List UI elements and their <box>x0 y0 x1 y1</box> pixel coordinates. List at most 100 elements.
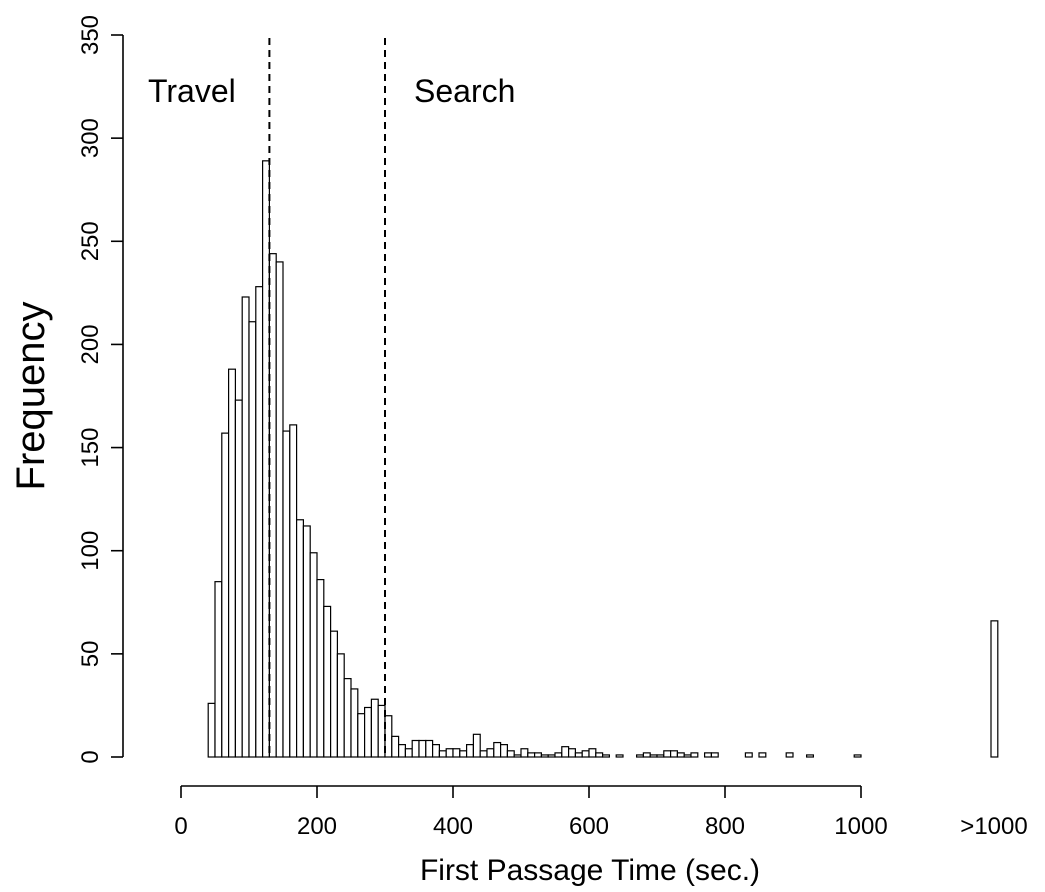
histogram-bar <box>615 754 624 758</box>
y-tick-label: 250 <box>77 221 104 261</box>
histogram-bar <box>221 432 230 758</box>
histogram-bar <box>255 286 264 758</box>
histogram-bar <box>574 752 583 758</box>
histogram-bar <box>207 702 216 758</box>
histogram-bar <box>404 748 413 758</box>
y-tick-label: 150 <box>77 428 104 468</box>
histogram-bar <box>527 752 536 758</box>
histogram-bar <box>438 750 447 758</box>
histogram-bar <box>547 754 556 758</box>
histogram-bar <box>656 754 665 758</box>
histogram-bar <box>452 748 461 758</box>
y-tick-label: 300 <box>77 118 104 158</box>
histogram-bar <box>703 752 712 758</box>
histogram-bar <box>364 706 373 758</box>
histogram-bar <box>323 605 332 758</box>
x-tick-label: 800 <box>705 813 745 840</box>
x-axis-title: First Passage Time (sec.) <box>420 854 760 887</box>
histogram-bar <box>683 754 692 758</box>
histogram-bar <box>336 653 345 758</box>
annotation-travel: Travel <box>148 73 236 109</box>
histogram-bar <box>601 754 610 758</box>
histogram-bar <box>309 552 318 758</box>
histogram-bar <box>805 754 814 758</box>
histogram-bar <box>500 744 509 758</box>
histogram-bar <box>241 296 250 758</box>
histogram-bar <box>635 754 644 758</box>
histogram-bar <box>275 261 284 758</box>
histogram-bar <box>649 754 658 758</box>
histogram-bar <box>268 253 277 758</box>
histogram-bar <box>472 733 481 758</box>
y-tick-label: 200 <box>77 324 104 364</box>
histogram-bar <box>758 752 767 758</box>
histogram-bar <box>506 750 515 758</box>
histogram-bar <box>520 748 529 758</box>
bars-layer <box>207 160 999 758</box>
x-tick-label: 600 <box>569 813 609 840</box>
histogram-bar <box>350 688 359 758</box>
histogram-bar <box>690 752 699 758</box>
histogram-bar <box>663 750 672 758</box>
x-tick-label: 0 <box>174 813 187 840</box>
histogram-bar <box>466 744 475 758</box>
histogram-bar <box>316 578 325 758</box>
x-tick-label: 1000 <box>834 813 887 840</box>
histogram-bar <box>296 519 305 758</box>
histogram-bar <box>540 754 549 758</box>
overflow-bar <box>990 620 999 758</box>
histogram-bar <box>493 741 502 758</box>
histogram-bar <box>418 739 427 758</box>
histogram-bar <box>588 748 597 758</box>
histogram-bar <box>744 752 753 758</box>
histogram-bar <box>384 715 393 758</box>
histogram-bar <box>282 430 291 758</box>
histogram-bar <box>330 630 339 758</box>
histogram-bar <box>710 752 719 758</box>
histogram-bar <box>513 754 522 758</box>
histogram-bar <box>785 752 794 758</box>
histogram-bar <box>425 739 434 758</box>
histogram-bar <box>432 744 441 758</box>
y-axis-title: Frequency <box>9 302 53 491</box>
histogram-bar <box>343 678 352 758</box>
x-tick-label: 200 <box>297 813 337 840</box>
histogram-bar <box>567 748 576 758</box>
histogram-bar <box>289 424 298 758</box>
y-tick-label: 100 <box>77 531 104 571</box>
x-axis: 0 200 400 600 800 1000 >1000 <box>174 785 1028 840</box>
histogram-bar <box>554 752 563 758</box>
histogram-bar <box>262 160 271 758</box>
histogram-bar <box>228 368 237 758</box>
histogram-bar <box>676 752 685 758</box>
y-tick-label: 50 <box>77 641 104 668</box>
histogram-bar <box>234 399 243 758</box>
histogram-bar <box>248 321 257 758</box>
histogram-bar <box>561 746 570 758</box>
histogram-bar <box>398 744 407 758</box>
histogram-bar <box>486 748 495 758</box>
histogram-bar <box>533 752 542 758</box>
histogram-bar <box>357 713 366 758</box>
histogram-bar <box>302 525 311 758</box>
histogram-bar <box>595 752 604 758</box>
histogram-bar <box>479 750 488 758</box>
histogram-bar <box>377 704 386 758</box>
histogram-bar <box>581 750 590 758</box>
annotation-search: Search <box>414 73 515 109</box>
histogram-bar <box>214 581 223 758</box>
x-tick-label: 400 <box>433 813 473 840</box>
histogram-bar <box>391 735 400 758</box>
y-tick-label: 350 <box>77 15 104 55</box>
y-axis: 0 50 100 150 200 250 300 350 <box>77 15 124 764</box>
histogram-bar <box>669 750 678 758</box>
histogram-bar <box>853 754 862 758</box>
histogram-bar <box>411 739 420 758</box>
x-tick-label-overflow: >1000 <box>960 813 1027 840</box>
histogram-bar <box>370 698 379 758</box>
histogram-bar <box>445 748 454 758</box>
y-tick-label: 0 <box>77 750 104 763</box>
histogram-bar <box>642 752 651 758</box>
histogram-bar <box>459 750 468 758</box>
